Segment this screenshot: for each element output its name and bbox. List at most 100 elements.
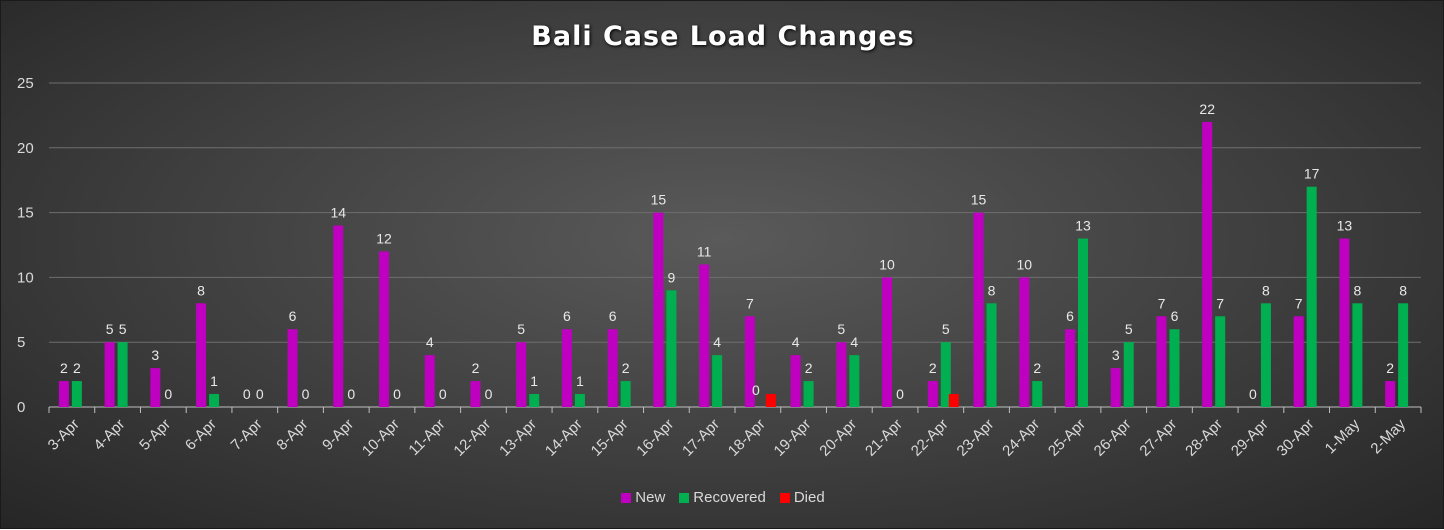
data-label-new: 15	[651, 192, 667, 208]
data-label-recovered: 1	[576, 373, 584, 389]
bar-new	[196, 303, 207, 407]
data-label-new: 2	[60, 360, 68, 376]
data-label-new: 10	[879, 256, 895, 272]
bar-recovered	[117, 342, 128, 407]
bar-new	[790, 355, 801, 407]
bar-recovered	[71, 381, 82, 407]
y-tick-label: 0	[17, 399, 25, 416]
data-label-new: 3	[151, 347, 159, 363]
data-label-recovered: 1	[210, 373, 218, 389]
bar-recovered	[1352, 303, 1363, 407]
data-label-new: 13	[1337, 218, 1353, 234]
x-tick-label: 3-Apr	[45, 416, 83, 454]
x-tick-label: 17-Apr	[679, 416, 723, 460]
data-label-recovered: 4	[713, 334, 721, 350]
x-tick-label: 27-Apr	[1136, 416, 1180, 460]
data-label-new: 6	[289, 308, 297, 324]
bar-new	[333, 225, 344, 407]
bar-new	[1065, 329, 1075, 407]
bar-recovered	[986, 303, 997, 407]
x-tick-label: 1-May	[1322, 415, 1364, 457]
data-label-new: 3	[1112, 347, 1120, 363]
y-tick-label: 15	[17, 205, 34, 222]
x-tick-label: 23-Apr	[953, 416, 997, 460]
bar-new	[1385, 381, 1396, 407]
x-tick-label: 18-Apr	[725, 416, 769, 460]
data-label-recovered: 0	[393, 386, 401, 402]
y-tick-label: 25	[17, 75, 34, 92]
data-label-new: 2	[1386, 360, 1394, 376]
data-label-recovered: 0	[164, 386, 172, 402]
bar-new	[699, 264, 710, 407]
data-label-new: 0	[243, 386, 251, 402]
bar-new	[58, 381, 69, 407]
legend-swatch	[679, 492, 690, 503]
y-tick-label: 10	[17, 269, 34, 286]
bar-recovered	[712, 355, 723, 407]
data-label-died: 0	[752, 382, 760, 398]
x-tick-label: 15-Apr	[588, 416, 632, 460]
data-label-recovered: 13	[1075, 218, 1091, 234]
x-tick-label: 22-Apr	[908, 416, 952, 460]
data-label-new: 7	[746, 295, 754, 311]
data-label-new: 2	[929, 360, 937, 376]
bar-new	[653, 212, 664, 407]
legend-label: Died	[793, 489, 825, 506]
x-tick-label: 26-Apr	[1091, 416, 1135, 460]
bar-recovered	[940, 342, 951, 407]
bar-died	[765, 394, 776, 407]
bar-recovered	[1306, 186, 1317, 407]
data-label-recovered: 8	[1399, 282, 1407, 298]
bar-new	[836, 342, 847, 407]
data-label-recovered: 17	[1304, 166, 1320, 182]
bar-new	[1019, 277, 1030, 407]
x-tick-label: 4-Apr	[90, 416, 128, 454]
data-label-recovered: 6	[1171, 308, 1179, 324]
data-label-recovered: 2	[622, 360, 630, 376]
legend-swatch	[779, 492, 790, 503]
x-tick-label: 20-Apr	[816, 416, 860, 460]
x-tick-label: 5-Apr	[136, 416, 174, 454]
data-label-recovered: 2	[1033, 360, 1041, 376]
bar-recovered	[1032, 381, 1043, 407]
bar-recovered	[1260, 303, 1271, 407]
data-label-recovered: 0	[439, 386, 447, 402]
chart-title: Bali Case Load Changes	[531, 21, 915, 52]
data-label-recovered: 8	[1262, 282, 1270, 298]
x-tick-label: 10-Apr	[359, 416, 403, 460]
data-label-recovered: 8	[988, 282, 996, 298]
bar-new	[744, 316, 755, 407]
data-label-new: 5	[106, 321, 114, 337]
bar-recovered	[1215, 316, 1226, 407]
data-label-new: 6	[1066, 308, 1074, 324]
data-label-new: 7	[1295, 295, 1303, 311]
data-label-recovered: 0	[347, 386, 355, 402]
data-label-new: 6	[563, 308, 571, 324]
x-tick-label: 30-Apr	[1274, 416, 1318, 460]
data-label-recovered: 7	[1216, 295, 1224, 311]
bar-died	[948, 394, 959, 407]
data-label-new: 14	[330, 205, 346, 221]
bar-recovered	[803, 381, 814, 407]
x-tick-label: 9-Apr	[319, 416, 357, 454]
data-label-recovered: 0	[896, 386, 904, 402]
x-tick-label: 7-Apr	[228, 416, 266, 454]
bar-new	[424, 355, 435, 407]
x-tick-label: 25-Apr	[1045, 416, 1089, 460]
bar-new	[287, 329, 298, 407]
data-label-recovered: 2	[73, 360, 81, 376]
data-label-new: 6	[609, 308, 617, 324]
bar-recovered	[1123, 342, 1134, 407]
x-tick-label: 19-Apr	[771, 416, 815, 460]
legend-item-died: Died	[779, 489, 825, 506]
bar-new	[1156, 316, 1167, 407]
data-label-new: 12	[376, 230, 392, 246]
bar-new	[516, 342, 527, 407]
data-label-recovered: 5	[1125, 321, 1133, 337]
data-label-recovered: 9	[668, 269, 676, 285]
bar-new	[1202, 121, 1213, 407]
data-label-recovered: 2	[805, 360, 813, 376]
x-tick-label: 13-Apr	[496, 416, 540, 460]
